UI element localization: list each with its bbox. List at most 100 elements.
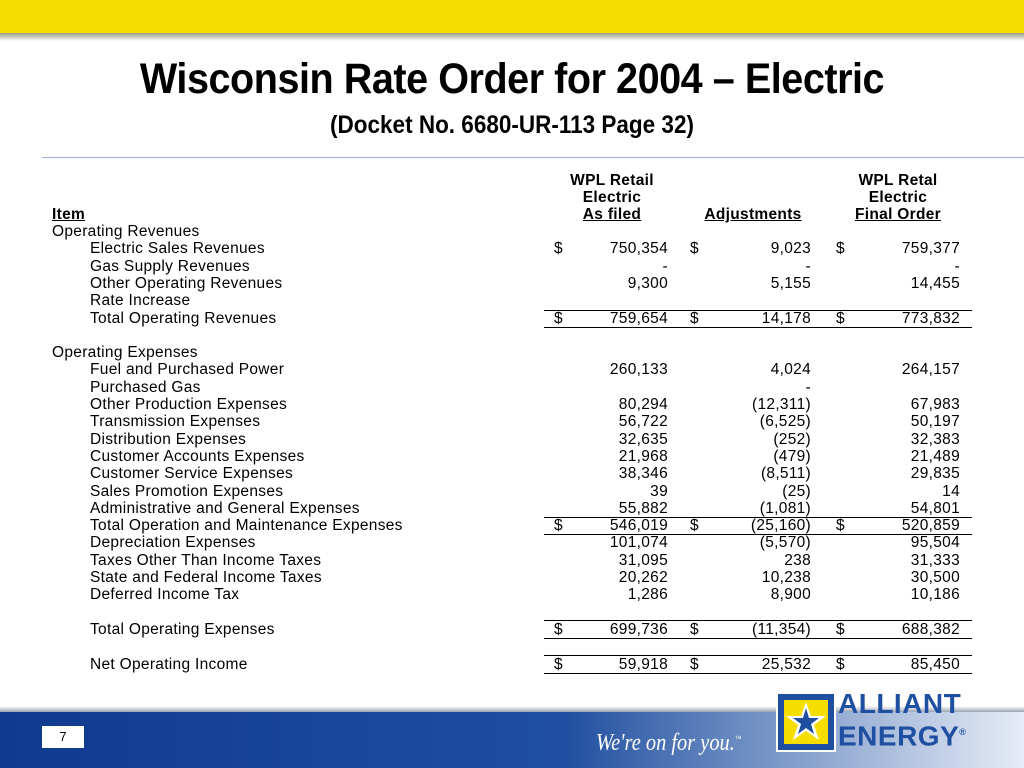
cell-value: - [954,257,960,275]
row-label: Net Operating Income [90,655,248,673]
col3-header-line1: WPL Retal [858,172,938,189]
tagline-text: We're on for you. [596,730,735,756]
cell-value: 59,918 [618,655,668,673]
cell-value: 32,635 [618,430,668,448]
row-label: Total Operating Expenses [90,620,275,638]
row-label: Total Operation and Maintenance Expenses [90,517,403,535]
row-label: Transmission Expenses [90,413,261,431]
cell-value: (6,525) [759,413,811,431]
col3-header-line2: Electric [868,189,928,206]
table-rule [544,673,972,674]
cell-value: 8,900 [770,586,811,604]
cell-value: (25,160) [750,517,811,535]
cell-value: (12,311) [752,396,811,413]
cell-value: 67,983 [910,396,960,413]
cell-value: 25,532 [761,655,811,673]
item-header: Item [52,206,86,223]
cell-value: 50,197 [910,413,960,431]
row-label: Depreciation Expenses [90,534,256,552]
table-rule [544,655,972,656]
dollar-sign: $ [690,309,699,327]
cell-value: 10,186 [910,586,960,604]
table-rule [544,310,972,311]
cell-value: 21,489 [910,447,960,465]
cell-value: 9,023 [770,240,811,258]
col1-header-line2: Electric [582,189,642,206]
col1-header-line1: WPL Retail [570,172,654,189]
cell-value: 20,262 [618,569,668,586]
row-label: Purchased Gas [90,378,201,396]
cell-value: 759,377 [901,240,960,258]
row-label: Customer Accounts Expenses [90,447,305,465]
cell-value: (5,570) [759,534,811,552]
cell-value: 31,095 [618,551,668,569]
top-banner-shadow [0,33,1024,41]
logo-registered-mark: ® [959,727,967,737]
dollar-sign: $ [836,655,845,673]
cell-value: (479) [773,447,811,465]
cell-value: 80,294 [618,396,668,413]
dollar-sign: $ [690,517,699,535]
cell-value: 10,238 [761,569,811,586]
row-label: Other Production Expenses [90,396,288,413]
cell-value: 520,859 [901,517,960,535]
cell-value: (8,511) [760,465,811,483]
cell-value: 5,155 [770,274,811,292]
cell-value: 546,019 [609,517,668,535]
col1-header-line3: As filed [582,206,642,223]
footer-shadow [0,706,1024,712]
cell-value: 750,354 [609,240,668,258]
rate-order-table: WPL Retail Electric As filed Adjustments… [52,172,972,674]
cell-value: 101,074 [609,534,668,552]
table-rule [544,534,972,535]
cell-value: 31,333 [910,551,960,569]
cell-value: 30,500 [910,569,960,586]
cell-value: 688,382 [901,620,960,638]
dollar-sign: $ [836,620,845,638]
cell-value: 264,157 [901,361,960,379]
row-label: Electric Sales Revenues [90,240,265,258]
cell-value: (11,354) [752,620,811,638]
cell-value: 54,801 [910,499,960,517]
row-label: State and Federal Income Taxes [90,569,322,586]
row-label: Fuel and Purchased Power [90,361,285,379]
cell-value: (25) [782,482,811,500]
cell-value: - [805,378,811,396]
cell-value: 14 [942,482,960,500]
row-label: Distribution Expenses [90,430,247,448]
cell-value: 85,450 [910,655,960,673]
slide-subtitle: (Docket No. 6680-UR-113 Page 32) [330,111,694,139]
dollar-sign: $ [836,240,845,258]
col3-header-line3: Final Order [855,206,941,223]
cell-value: 1,286 [627,586,668,604]
slide-title: Wisconsin Rate Order for 2004 – Electric [139,55,885,103]
cell-value: 56,722 [618,413,668,431]
row-label: Operating Expenses [52,344,198,362]
cell-value: 14,178 [761,309,811,327]
cell-value: 95,504 [910,534,960,552]
footer-tagline: We're on for you.™ [596,730,742,757]
top-banner [0,0,1024,33]
row-label: Rate Increase [90,292,191,310]
row-label: Taxes Other Than Income Taxes [90,551,322,569]
cell-value: 39 [650,482,668,500]
row-label: Customer Service Expenses [90,465,294,483]
dollar-sign: $ [836,309,845,327]
cell-value: (1,081) [759,499,811,517]
logo-line1: ALLIANT [838,688,962,719]
dollar-sign: $ [554,240,563,258]
dollar-sign: $ [690,655,699,673]
cell-value: 238 [784,551,811,569]
cell-value: - [805,257,811,275]
logo-line2-text: ENERGY [838,720,960,752]
row-label: Gas Supply Revenues [90,257,250,275]
dollar-sign: $ [554,620,563,638]
row-label: Other Operating Revenues [90,274,283,292]
cell-value: 38,346 [618,465,668,483]
cell-value: 9,300 [627,274,668,292]
cell-value: 759,654 [609,309,668,327]
page-number: 7 [42,726,84,748]
cell-value: (252) [773,430,811,448]
footer-bar [0,712,1024,768]
cell-value: 14,455 [910,274,960,292]
